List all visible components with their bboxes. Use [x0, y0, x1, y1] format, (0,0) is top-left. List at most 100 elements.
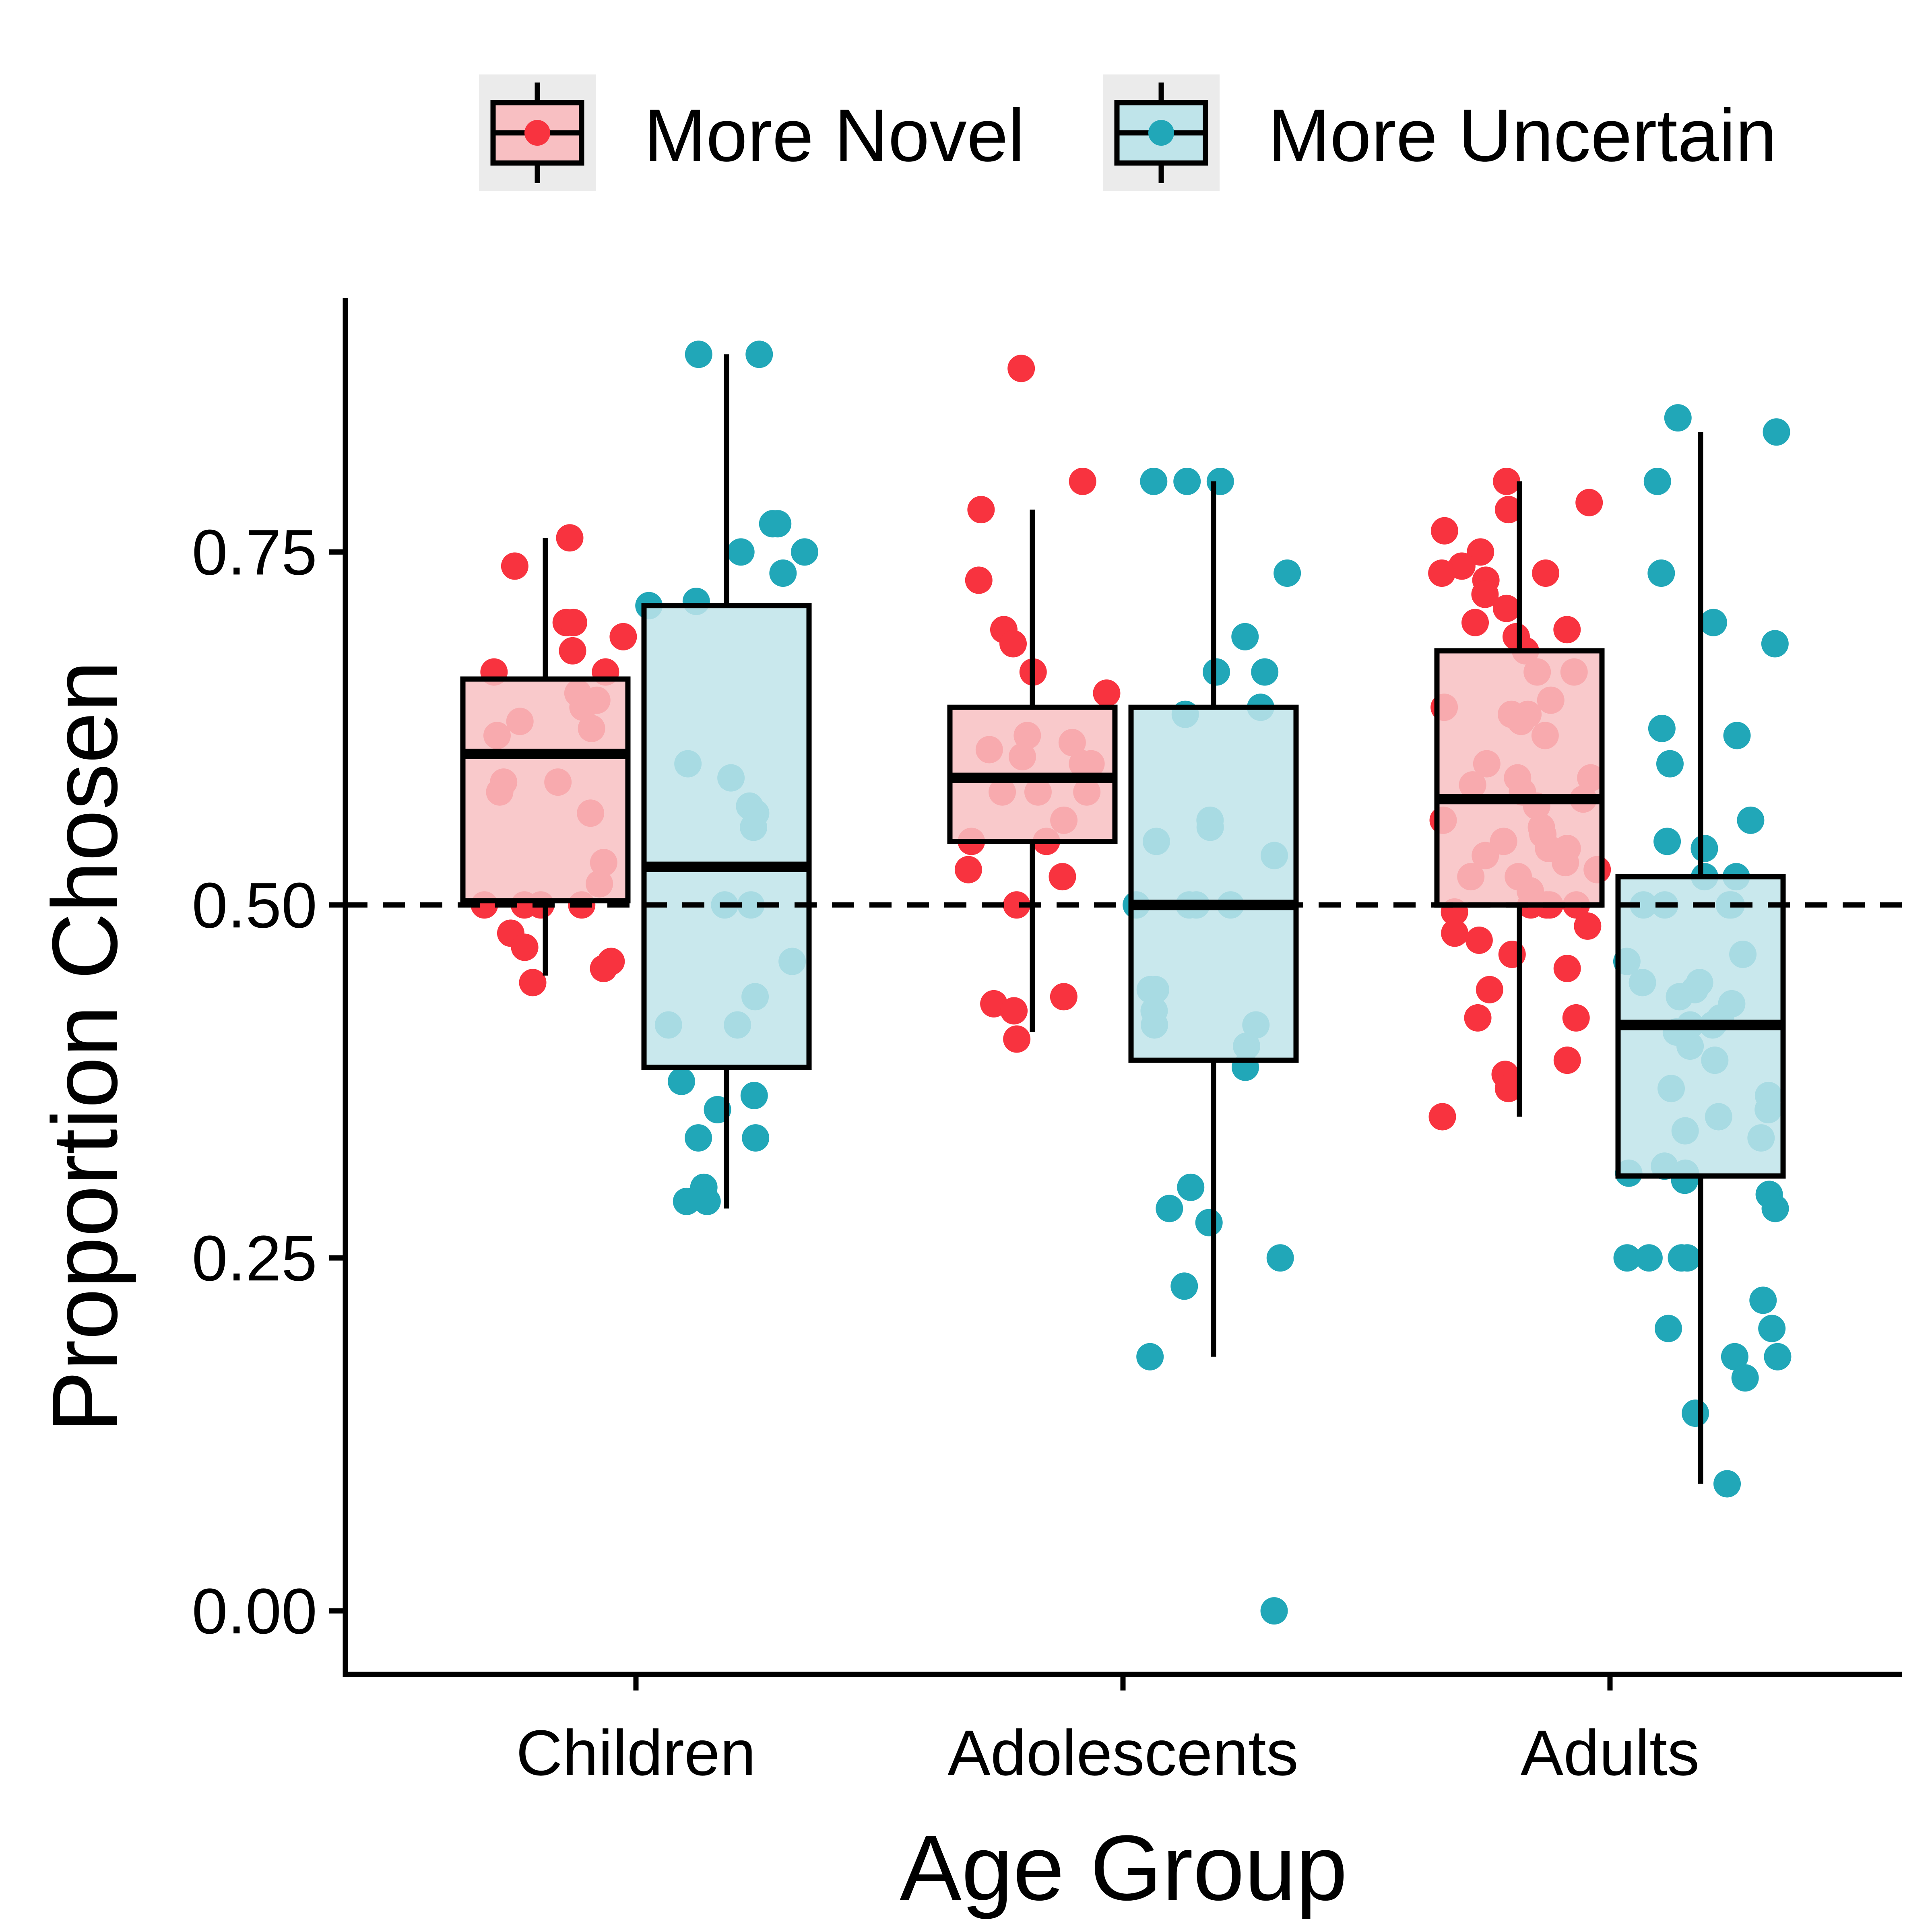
data-point-more-uncertain: [740, 1082, 768, 1109]
data-point-more-novel: [1007, 355, 1035, 382]
axes: 0.00 0.25 0.50 0.75 Children Adolescents Adul…: [192, 298, 1902, 1789]
box-more-uncertain-children: [641, 354, 812, 1209]
data-point-more-uncertain: [1737, 806, 1765, 834]
data-point-more-uncertain: [1206, 468, 1234, 495]
data-point-more-uncertain: [1664, 404, 1692, 432]
data-point-more-uncertain: [745, 341, 773, 368]
data-point-more-novel: [1553, 1046, 1581, 1074]
x-tick-label: Children: [516, 1717, 756, 1789]
data-point-more-uncertain: [1647, 559, 1675, 587]
legend-item-more-novel: More Novel: [479, 74, 1025, 191]
data-point-more-novel: [1476, 976, 1503, 1003]
box-more-uncertain-adolescents: [1128, 481, 1299, 1357]
x-axis-title: Age Group: [900, 1816, 1347, 1920]
data-point-more-novel: [1464, 1004, 1492, 1032]
data-point-more-uncertain: [1251, 658, 1279, 686]
data-point-more-uncertain: [1690, 835, 1718, 862]
data-point-more-novel: [556, 524, 584, 552]
data-point-more-novel: [511, 933, 539, 961]
data-point-more-novel: [1494, 1075, 1522, 1102]
data-point-more-novel: [1494, 496, 1522, 524]
data-point-more-novel: [559, 609, 587, 636]
data-point-more-uncertain: [1654, 1315, 1682, 1342]
data-point-more-novel: [1562, 1004, 1590, 1032]
data-point-more-novel: [559, 637, 586, 665]
data-point-more-novel: [967, 496, 995, 524]
data-point-more-uncertain: [1699, 609, 1727, 636]
data-point-more-uncertain: [1195, 1209, 1223, 1236]
data-point-more-novel: [1553, 616, 1581, 644]
data-point-more-uncertain: [1656, 750, 1684, 778]
data-point-more-novel: [1428, 559, 1456, 587]
data-point-more-novel: [1532, 559, 1560, 587]
box-more-novel-adolescents: [947, 510, 1118, 1032]
data-point-more-novel: [501, 552, 528, 580]
data-point-more-novel: [1492, 594, 1520, 622]
data-point-more-uncertain: [1140, 468, 1168, 495]
data-point-more-novel: [590, 955, 617, 983]
data-point-more-uncertain: [1653, 828, 1681, 855]
data-point-more-uncertain: [1731, 1364, 1759, 1392]
data-point-more-uncertain: [1613, 1244, 1641, 1272]
data-point-more-novel: [1467, 538, 1494, 566]
data-point-more-novel: [1465, 927, 1493, 954]
data-point-more-novel: [1000, 997, 1028, 1025]
data-point-more-uncertain: [685, 341, 712, 368]
x-tick-label: Adults: [1521, 1717, 1700, 1789]
data-point-more-uncertain: [1723, 722, 1751, 749]
data-point-more-uncertain: [1763, 418, 1790, 446]
data-point-more-novel: [1471, 580, 1499, 608]
data-point-more-uncertain: [1648, 714, 1676, 742]
data-point-more-novel: [609, 623, 637, 650]
data-point-more-uncertain: [673, 1187, 700, 1215]
legend-key-point: [524, 120, 550, 146]
y-axis-ticks: 0.00 0.25 0.50 0.75: [192, 516, 345, 1647]
data-point-more-novel: [1575, 489, 1603, 516]
data-point-more-novel: [1574, 912, 1602, 940]
legend-key-point: [1148, 120, 1174, 146]
data-point-more-uncertain: [1231, 623, 1259, 650]
data-point-more-novel: [1093, 679, 1121, 707]
box-iqr: [1128, 704, 1299, 1063]
data-point-more-uncertain: [769, 559, 797, 587]
data-point-more-uncertain: [759, 510, 786, 538]
box-plots: [460, 354, 1786, 1484]
y-tick-label: 0.00: [192, 1575, 317, 1647]
data-point-more-novel: [1493, 468, 1521, 495]
data-point-more-novel: [965, 566, 993, 594]
data-point-more-novel: [519, 969, 547, 997]
data-point-more-uncertain: [727, 538, 755, 566]
data-point-more-novel: [954, 856, 982, 883]
data-point-more-uncertain: [1274, 559, 1301, 587]
data-point-more-uncertain: [1136, 1343, 1164, 1371]
legend-item-more-uncertain: More Uncertain: [1103, 74, 1777, 191]
data-point-more-uncertain: [668, 1067, 696, 1095]
y-axis-title: Proportion Chosen: [33, 661, 136, 1432]
x-axis-ticks: Children Adolescents Adults: [516, 1674, 1699, 1789]
data-point-more-uncertain: [1635, 1244, 1663, 1272]
data-point-more-novel: [1461, 609, 1489, 636]
data-point-more-novel: [1069, 468, 1096, 495]
legend-label: More Novel: [644, 94, 1025, 177]
box-more-novel-adults: [1434, 481, 1605, 1117]
data-point-more-uncertain: [1761, 630, 1789, 658]
data-point-more-uncertain: [1721, 1343, 1748, 1371]
data-point-more-novel: [1441, 919, 1469, 947]
data-point-more-uncertain: [693, 1187, 721, 1215]
data-point-more-novel: [999, 630, 1027, 658]
data-point-more-uncertain: [1713, 1470, 1741, 1498]
box-more-novel-children: [460, 538, 631, 976]
data-point-more-uncertain: [742, 1124, 770, 1152]
data-point-more-uncertain: [1156, 1195, 1183, 1222]
box-iqr: [641, 603, 812, 1070]
data-point-more-uncertain: [1173, 468, 1201, 495]
data-point-more-uncertain: [791, 538, 818, 566]
box-iqr: [460, 676, 631, 904]
y-tick-label: 0.75: [192, 516, 317, 588]
data-point-more-uncertain: [1643, 468, 1671, 495]
x-tick-label: Adolescents: [947, 1717, 1298, 1789]
data-point-more-uncertain: [1260, 1597, 1288, 1625]
box-iqr: [1434, 648, 1605, 908]
data-point-more-uncertain: [1758, 1315, 1786, 1342]
